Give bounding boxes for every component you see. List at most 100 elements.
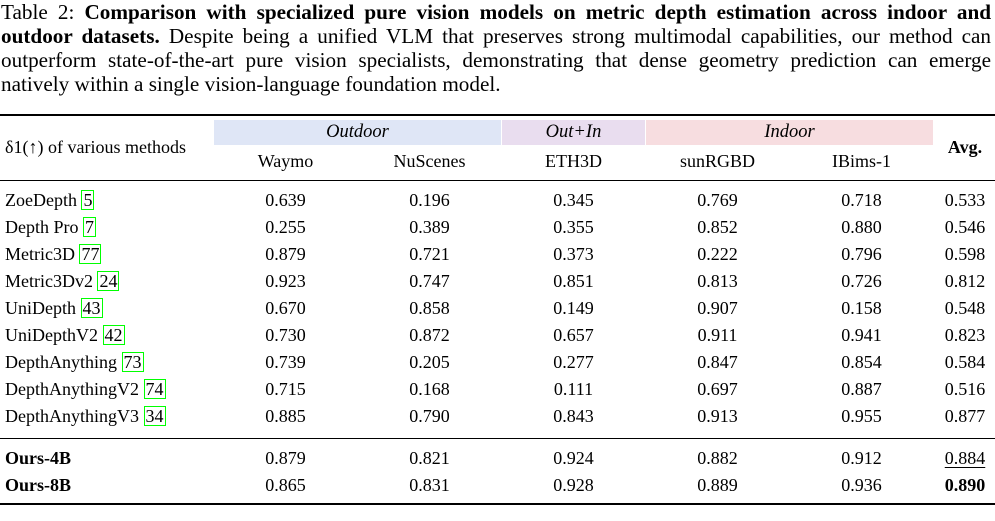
column-header-nuscenes: NuScenes <box>393 151 466 171</box>
citation-link[interactable]: 34 <box>143 406 166 426</box>
value-cell: 0.715 <box>265 379 306 399</box>
method-name-text: Ours-4B <box>5 448 72 468</box>
value-cell: 0.879 <box>265 244 306 264</box>
table-row: Metric3Dv2 24 0.923 0.747 0.851 0.813 0.726 0.… <box>0 268 995 295</box>
group-band-indoor <box>646 120 933 145</box>
value-cell: 0.923 <box>265 271 306 291</box>
column-header-eth3d: ETH3D <box>545 151 602 171</box>
citation-link[interactable]: 43 <box>80 298 103 318</box>
value-cell: 0.747 <box>409 271 450 291</box>
method-name: ZoeDepth 5 <box>5 187 95 214</box>
avg-cell: 0.884 <box>944 448 986 468</box>
citation-link[interactable]: 77 <box>79 244 102 264</box>
method-name-text: Ours-8B <box>5 475 72 495</box>
value-cell: 0.796 <box>841 244 882 264</box>
group-label-outdoor: Outdoor <box>326 122 389 142</box>
avg-cell: 0.823 <box>944 325 986 345</box>
avg-cell: 0.598 <box>944 244 986 264</box>
value-cell: 0.851 <box>553 271 594 291</box>
ours-rule <box>0 438 995 439</box>
value-cell: 0.885 <box>265 406 306 426</box>
avg-cell: 0.533 <box>944 190 986 210</box>
method-name-text: UniDepth <box>5 298 76 318</box>
table-row: Ours-8B 0.865 0.831 0.928 0.889 0.936 0.890 <box>0 472 995 499</box>
value-cell: 0.858 <box>409 298 450 318</box>
method-name-text: Metric3D <box>5 244 75 264</box>
value-cell: 0.373 <box>553 244 594 264</box>
avg-cell: 0.890 <box>944 475 986 495</box>
value-cell: 0.843 <box>553 406 594 426</box>
value-cell: 0.697 <box>697 379 738 399</box>
value-cell: 0.149 <box>553 298 594 318</box>
value-cell: 0.913 <box>697 406 738 426</box>
method-name-text: ZoeDepth <box>5 190 77 210</box>
citation-link[interactable]: 24 <box>97 271 120 291</box>
citation-link[interactable]: 7 <box>83 217 96 237</box>
table-row: DepthAnythingV2 74 0.715 0.168 0.111 0.697 0.… <box>0 376 995 403</box>
value-cell: 0.739 <box>265 352 306 372</box>
header-rule <box>0 180 995 181</box>
metric-header: δ1(↑) of various methods <box>5 134 186 160</box>
value-cell: 0.670 <box>265 298 306 318</box>
method-name-text: Depth Pro <box>5 217 79 237</box>
value-cell: 0.168 <box>409 379 450 399</box>
citation-link[interactable]: 73 <box>121 352 144 372</box>
group-band-outin <box>502 120 645 145</box>
value-cell: 0.111 <box>553 379 594 399</box>
value-cell: 0.880 <box>841 217 882 237</box>
caption-bold-title: Comparison with specialized pure vision … <box>1 0 992 48</box>
method-name: Metric3D 77 <box>5 241 102 268</box>
value-cell: 0.847 <box>697 352 738 372</box>
group-label-outin: Out+In <box>545 122 602 142</box>
value-cell: 0.639 <box>265 190 306 210</box>
value-cell: 0.907 <box>697 298 738 318</box>
value-cell: 0.911 <box>697 325 738 345</box>
value-cell: 0.852 <box>697 217 738 237</box>
table-row: DepthAnythingV3 34 0.885 0.790 0.843 0.913 0.… <box>0 403 995 430</box>
value-cell: 0.941 <box>841 325 882 345</box>
method-name: Depth Pro 7 <box>5 214 96 241</box>
value-cell: 0.255 <box>265 217 306 237</box>
value-cell: 0.277 <box>553 352 594 372</box>
value-cell: 0.657 <box>553 325 594 345</box>
value-cell: 0.889 <box>697 475 738 495</box>
method-name: Metric3Dv2 24 <box>5 268 120 295</box>
value-cell: 0.389 <box>409 217 450 237</box>
avg-cell: 0.548 <box>944 298 986 318</box>
avg-cell: 0.516 <box>944 379 986 399</box>
citation-link[interactable]: 5 <box>81 190 95 210</box>
method-name: DepthAnything 73 <box>5 349 144 376</box>
method-name-text: UniDepthV2 <box>5 325 98 345</box>
table-row: Metric3D 77 0.879 0.721 0.373 0.222 0.796 0.59… <box>0 241 995 268</box>
column-header-avg: Avg. <box>947 137 983 157</box>
citation-link[interactable]: 42 <box>102 325 125 345</box>
metric-header-label: δ1(↑) of various methods <box>5 137 186 157</box>
value-cell: 0.355 <box>553 217 594 237</box>
method-name-text: DepthAnything <box>5 352 117 372</box>
value-cell: 0.936 <box>841 475 882 495</box>
value-cell: 0.928 <box>553 475 594 495</box>
group-label-indoor: Indoor <box>764 122 815 142</box>
value-cell: 0.730 <box>265 325 306 345</box>
table-caption: Table 2: Comparison with specialized pur… <box>1 0 991 96</box>
value-cell: 0.726 <box>841 271 882 291</box>
value-cell: 0.912 <box>841 448 882 468</box>
value-cell: 0.196 <box>409 190 450 210</box>
value-cell: 0.813 <box>697 271 738 291</box>
method-name-text: DepthAnythingV3 <box>5 406 139 426</box>
value-cell: 0.887 <box>841 379 882 399</box>
value-cell: 0.882 <box>697 448 738 468</box>
column-header-sunrgbd: sunRGBD <box>679 151 755 171</box>
table-row: Ours-4B 0.879 0.821 0.924 0.882 0.912 0.884 <box>0 445 995 472</box>
value-cell: 0.790 <box>409 406 450 426</box>
value-cell: 0.955 <box>841 406 882 426</box>
value-cell: 0.879 <box>265 448 306 468</box>
citation-link[interactable]: 74 <box>143 379 166 399</box>
table-top-rule <box>0 114 995 116</box>
value-cell: 0.865 <box>265 475 306 495</box>
value-cell: 0.831 <box>409 475 450 495</box>
value-cell: 0.345 <box>553 190 594 210</box>
column-header-ibims: IBims-1 <box>831 151 891 171</box>
method-name: Ours-8B <box>5 472 71 499</box>
method-name: Ours-4B <box>5 445 71 472</box>
